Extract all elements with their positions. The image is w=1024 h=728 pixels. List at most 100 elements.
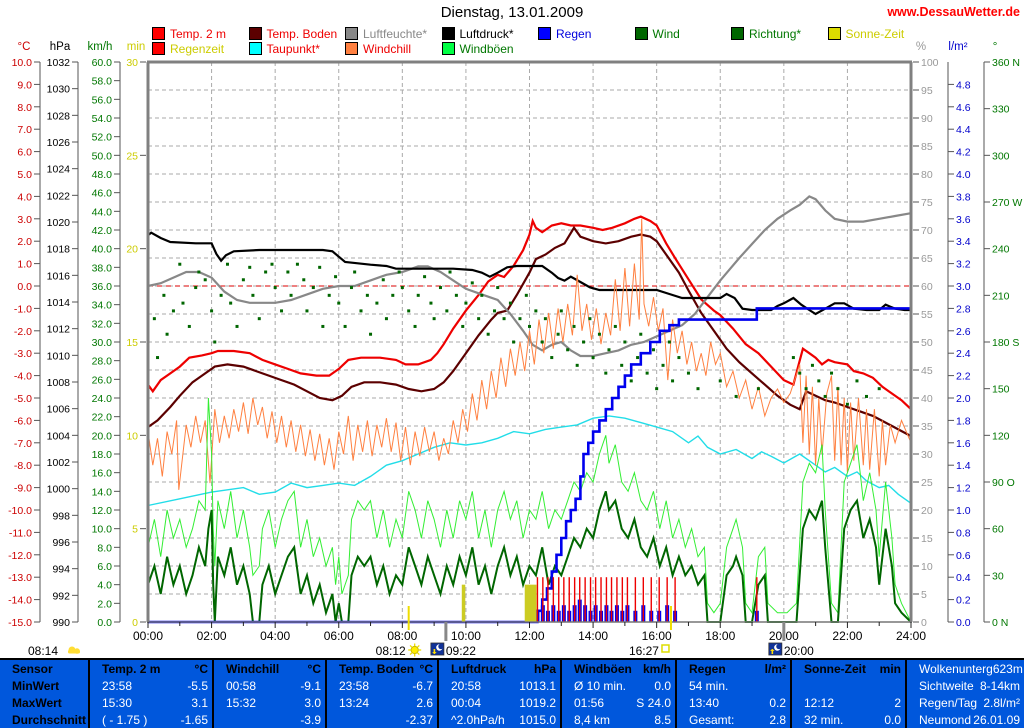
series-richtung-dot bbox=[613, 324, 617, 328]
legend-item-regenzeit: Regenzeit bbox=[152, 42, 224, 56]
legend-item-temp-2-m: Temp. 2 m bbox=[152, 27, 226, 41]
stats-cell-1-key: 13:24 bbox=[339, 695, 370, 710]
axis-ticklabel-rain: 4.0 bbox=[956, 169, 971, 181]
series-richtung-dot bbox=[302, 278, 306, 282]
series-richtung-dot bbox=[496, 286, 500, 290]
series-richtung-dot bbox=[661, 363, 665, 367]
axis-ticklabel-wind: 32.0 bbox=[92, 318, 113, 330]
axis-ticklabel-sun: 5 bbox=[132, 524, 138, 536]
axis-ticklabel-direction: 300 bbox=[992, 150, 1010, 162]
axis-ticklabel-sun: 15 bbox=[126, 337, 138, 349]
moon-arrow-head bbox=[432, 652, 437, 654]
axis-ticklabel-rain: 1.2 bbox=[956, 483, 971, 495]
moonset-icon bbox=[430, 642, 445, 656]
axis-ticklabel-pressure: 1016 bbox=[47, 270, 71, 282]
series-richtung-dot bbox=[470, 281, 474, 285]
axis-ticklabel-wind: 54.0 bbox=[92, 113, 113, 125]
stats-row-label-0-key: Sensor bbox=[12, 661, 53, 676]
moon-crescent bbox=[776, 643, 782, 650]
series-richtung-dot bbox=[667, 340, 671, 344]
axis-ticklabel-direction: 150 bbox=[992, 384, 1010, 396]
series-richtung-dot bbox=[651, 348, 655, 352]
x-axis-label: 12:00 bbox=[514, 629, 544, 643]
stats-cell-0: 23:58 -6.7 bbox=[327, 677, 437, 694]
series-richtung-dot bbox=[559, 309, 563, 313]
series-richtung-dot bbox=[629, 379, 633, 383]
legend-item-taupunkt-: Taupunkt* bbox=[248, 42, 320, 56]
series-richtung-dot bbox=[448, 270, 452, 274]
axis-ticklabel-temp: 7.0 bbox=[17, 124, 32, 136]
series-richtung-dot bbox=[165, 332, 169, 336]
sun-ray bbox=[409, 652, 413, 656]
stats-cell-2-value: 8.5 bbox=[654, 712, 671, 727]
axis-ticklabel-temp: -6.0 bbox=[14, 415, 32, 427]
stats-header-value: min bbox=[879, 661, 901, 676]
series-richtung-dot bbox=[639, 332, 643, 336]
stats-cell-1-value: 3.0 bbox=[304, 695, 321, 710]
stats-cell-2-key: 8,4 km bbox=[574, 712, 611, 727]
x-axis-label: 14:00 bbox=[578, 629, 608, 643]
axis-ticklabel-pressure: 990 bbox=[52, 617, 70, 629]
series-windchill bbox=[147, 218, 912, 490]
axis-ticklabel-humidity: 15 bbox=[921, 533, 933, 545]
axis-ticklabel-direction: 360 N bbox=[992, 57, 1020, 69]
stats-cell-1: 00:04 1019.2 bbox=[439, 694, 560, 711]
series-richtung-dot bbox=[181, 301, 185, 305]
series-richtung-dot bbox=[464, 301, 468, 305]
stats-info-2: Regen/Tag 2.8l/m² bbox=[907, 694, 1024, 711]
series-richtung-dot bbox=[353, 270, 357, 274]
stats-row-label-2: MaxWert bbox=[0, 694, 88, 711]
x-axis-label: 10:00 bbox=[451, 629, 481, 643]
axis-ticklabel-pressure: 1004 bbox=[47, 430, 71, 442]
axis-ticklabel-pressure: 1012 bbox=[47, 324, 71, 336]
stats-cell-0: Ø 10 min. 0.0 bbox=[562, 677, 675, 694]
axis-ticklabel-direction: 30 bbox=[992, 570, 1004, 582]
stats-cell-2: 32 min. 0.0 bbox=[792, 711, 905, 728]
stats-cell-2-key: ( - 1.75 ) bbox=[102, 712, 148, 727]
stats-header-value: °C bbox=[419, 661, 433, 676]
axis-ticklabel-wind: 40.0 bbox=[92, 244, 113, 256]
series-richtung-dot bbox=[486, 332, 490, 336]
stats-header-key: Temp. 2 m bbox=[102, 661, 161, 676]
axis-ticklabel-rain: 0.2 bbox=[956, 595, 971, 607]
axis-ticklabel-wind: 56.0 bbox=[92, 94, 113, 106]
axis-ticklabel-direction: 60 bbox=[992, 524, 1004, 536]
site-link[interactable]: www.DessauWetter.de bbox=[887, 5, 1020, 19]
stats-cell-2: -2.37 bbox=[327, 711, 437, 728]
axis-header-rain: l/m² bbox=[948, 41, 967, 53]
series-richtung-dot bbox=[582, 340, 586, 344]
legend-label: Sonne-Zeit bbox=[845, 27, 905, 41]
series-richtung-dot bbox=[381, 278, 385, 282]
axis-ticklabel-pressure: 1020 bbox=[47, 217, 71, 229]
moon-crescent bbox=[438, 643, 444, 650]
stats-cell-0: 20:58 1013.1 bbox=[439, 677, 560, 694]
x-axis-label: 24:00 bbox=[896, 629, 926, 643]
series-richtung-dot bbox=[318, 265, 322, 269]
series-richtung-dot bbox=[566, 348, 570, 352]
axis-ticklabel-temp: -15.0 bbox=[8, 617, 32, 629]
stats-cell-2: ( - 1.75 ) -1.65 bbox=[90, 711, 212, 728]
stats-cell-1-value: S 24.0 bbox=[636, 695, 671, 710]
axis-ticklabel-direction: 270 W bbox=[992, 197, 1022, 209]
stats-header-key: Sonne-Zeit bbox=[804, 661, 866, 676]
axis-ticklabel-humidity: 40 bbox=[921, 393, 933, 405]
series-richtung-dot bbox=[502, 317, 506, 321]
stats-row-label-0: Sensor bbox=[0, 660, 88, 677]
axis-ticklabel-temp: 3.0 bbox=[17, 214, 32, 226]
axis-ticklabel-humidity: 35 bbox=[921, 421, 933, 433]
axis-ticklabel-humidity: 0 bbox=[921, 617, 927, 629]
axis-ticklabel-rain: 3.6 bbox=[956, 214, 971, 226]
axis-ticklabel-pressure: 1010 bbox=[47, 350, 71, 362]
stats-column-luftdruck: Luftdruck hPa 20:58 1013.1 00:04 1019.2 ^2.0hP… bbox=[437, 660, 560, 728]
stats-cell-2-value: -3.9 bbox=[300, 712, 321, 727]
axis-ticklabel-temp: 1.0 bbox=[17, 259, 32, 271]
series-richtung-dot bbox=[696, 387, 700, 391]
series-richtung-dot bbox=[718, 379, 722, 383]
legend-swatch bbox=[248, 42, 262, 55]
series-richtung-dot bbox=[798, 371, 802, 375]
axis-ticklabel-pressure: 1000 bbox=[47, 484, 71, 496]
stats-cell-0-key: 54 min. bbox=[689, 678, 729, 693]
axis-header-pressure: hPa bbox=[50, 41, 71, 53]
axis-ticklabel-rain: 2.6 bbox=[956, 326, 971, 338]
axis-ticklabel-temp: -12.0 bbox=[8, 550, 32, 562]
